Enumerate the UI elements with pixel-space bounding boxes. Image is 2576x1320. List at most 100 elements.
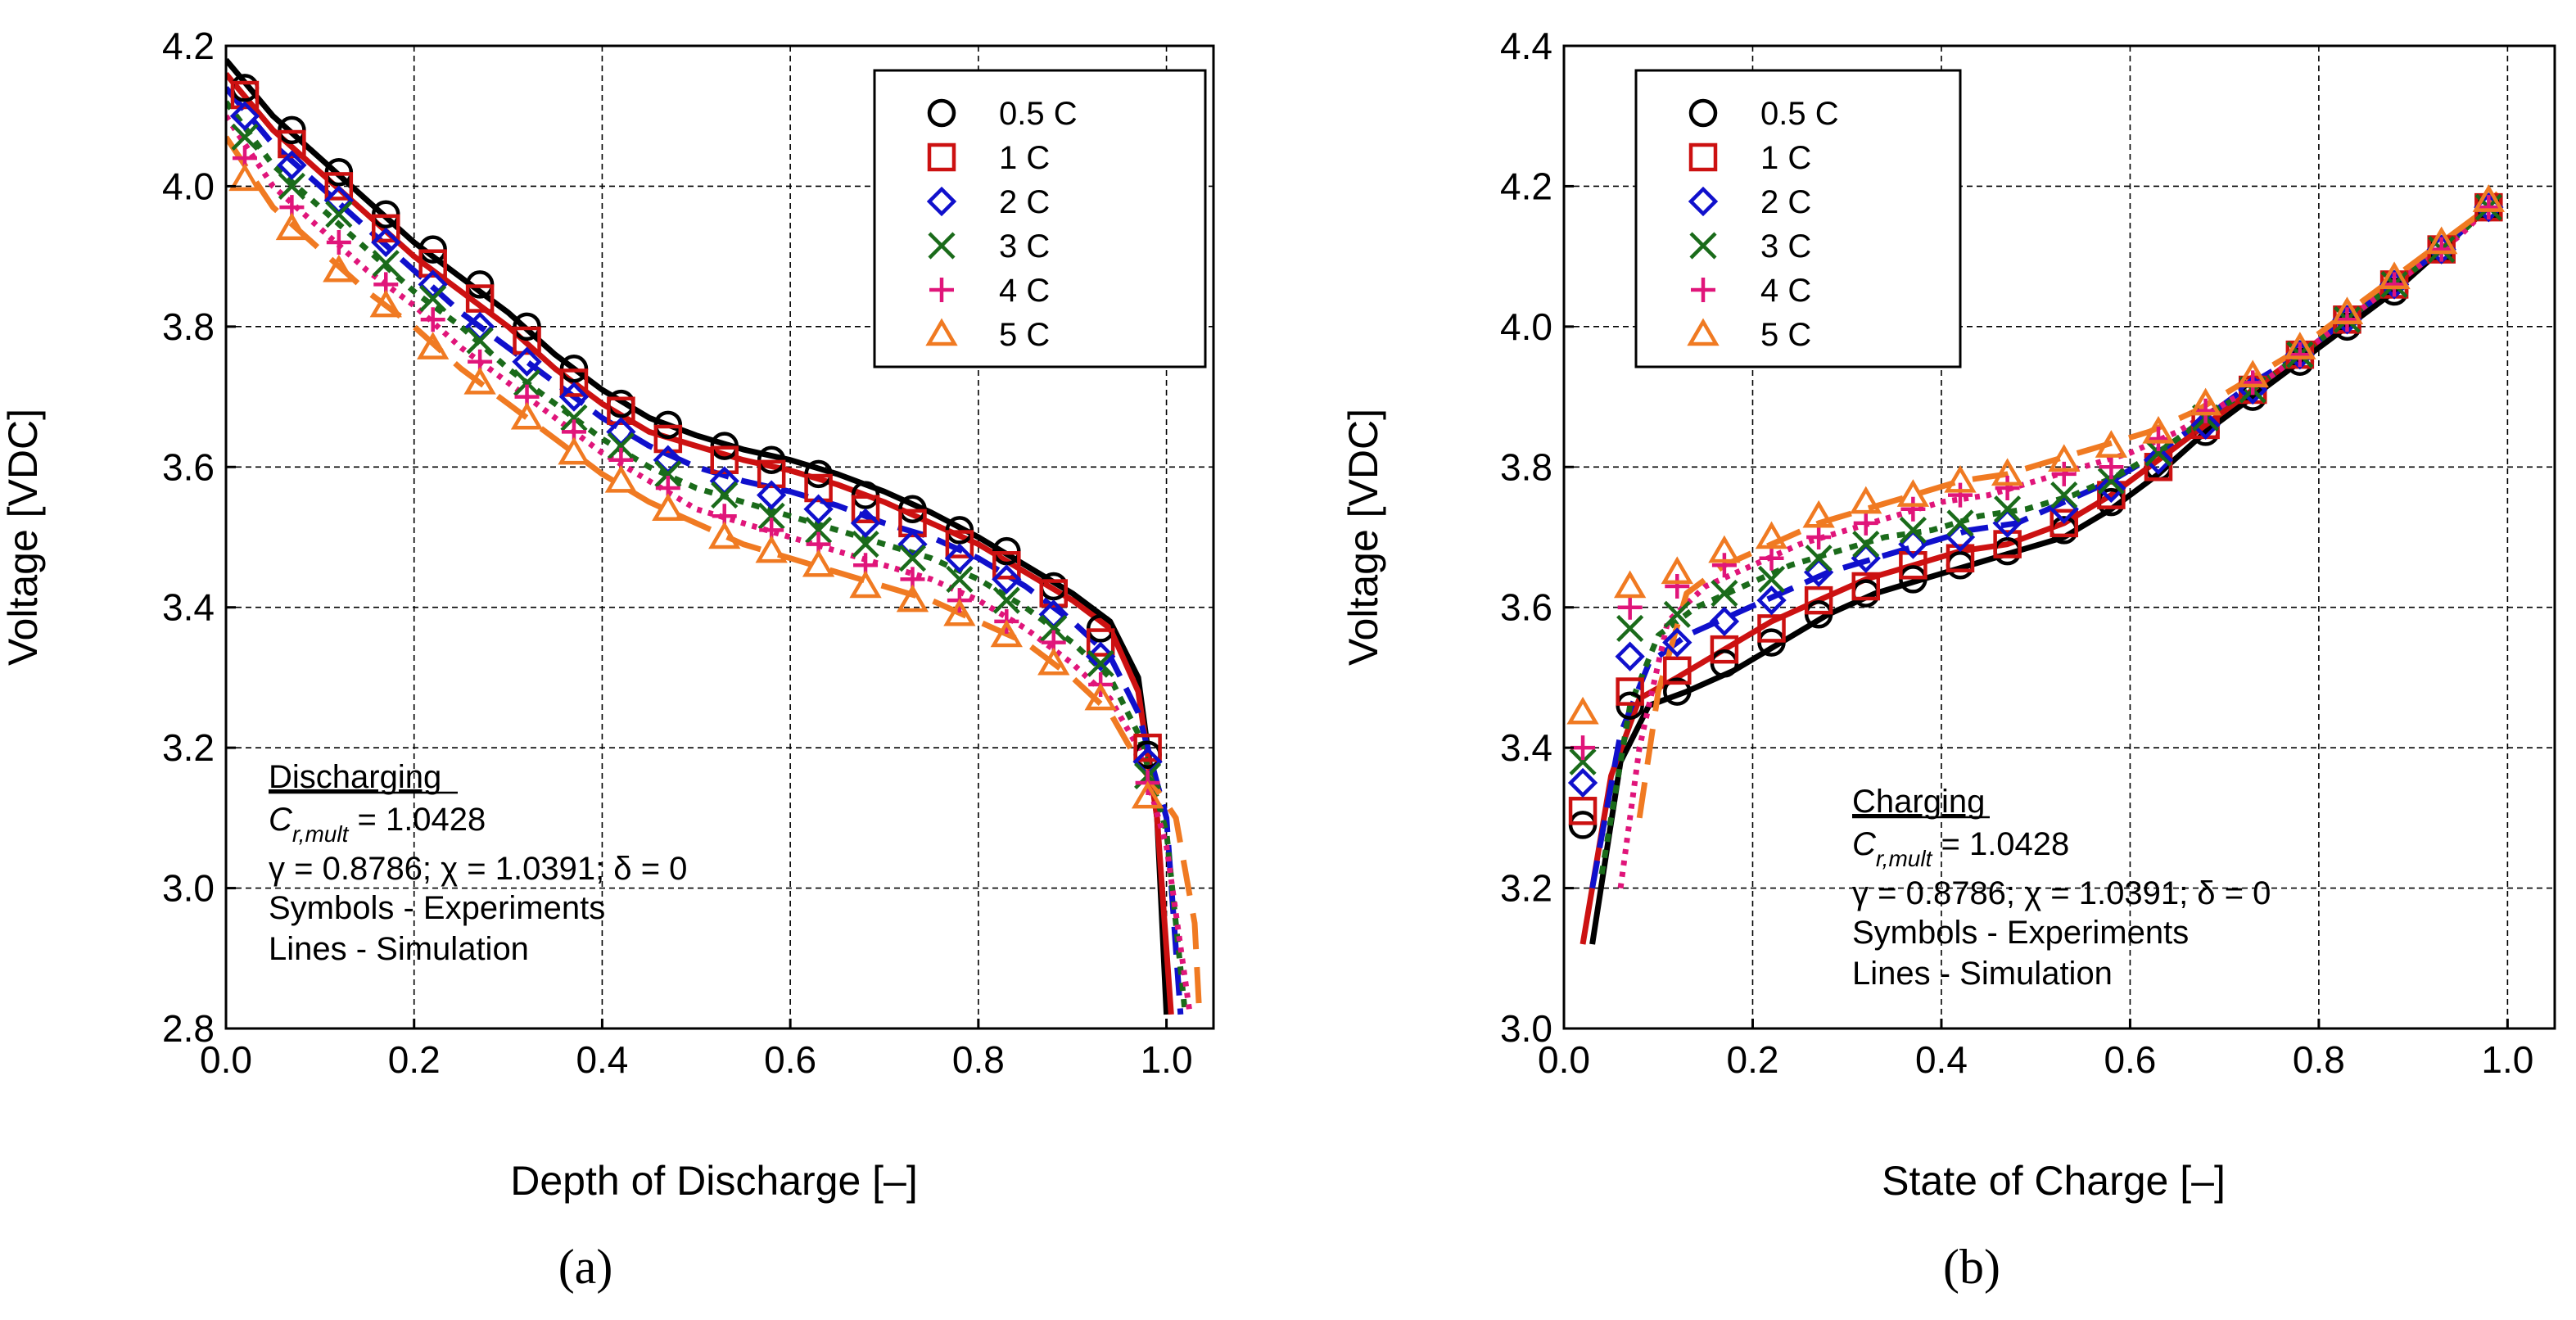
x-tick-label: 0.0: [200, 1038, 252, 1081]
y-axis-label: Voltage [VDC]: [0, 409, 46, 666]
data-point-2: [2096, 472, 2126, 504]
data-point-1: [372, 214, 400, 243]
data-point-3: [325, 201, 353, 228]
data-point-4: [2193, 398, 2218, 423]
series-line-3: [1598, 205, 2491, 875]
annotation-symbols: Symbols - Experiments: [1852, 915, 2189, 951]
simulation-lines: [1579, 191, 2501, 945]
data-point-2: [1709, 606, 1740, 637]
y-tick-label: 3.0: [1500, 1007, 1552, 1050]
legend-marker: [1688, 186, 1719, 217]
legend-label: 0.5 C: [1760, 96, 1839, 132]
data-point-5: [1991, 458, 2024, 486]
data-point-5: [558, 436, 590, 465]
data-point-4: [1711, 553, 1737, 578]
y-tick-label: 4.0: [1500, 305, 1552, 348]
annotation: Charging Cr,mult = 1.0428 γ = 0.8786; χ = …: [1852, 784, 2271, 992]
data-point-4: [1948, 482, 1973, 508]
y-tick-label: 3.4: [1500, 726, 1552, 769]
data-point-5: [2378, 261, 2411, 290]
data-point-5: [1566, 696, 1599, 725]
y-tick-label: 3.8: [162, 305, 215, 348]
plot-frame: [224, 44, 1215, 1030]
data-point-3: [946, 565, 974, 594]
legend: 0.5 C 1 C 2 C 3 C 4 C 5 C: [873, 69, 1207, 368]
y-tick-label: 4.2: [162, 25, 215, 67]
data-point-3: [1946, 509, 1974, 537]
data-point-5: [1037, 647, 1070, 676]
series-line-2: [226, 86, 1184, 1015]
series-line-3: [226, 100, 1188, 1015]
data-point-1: [1133, 733, 1162, 762]
grid: [1564, 46, 2555, 1028]
series-line-0: [1589, 205, 2491, 945]
data-point-1: [1757, 614, 1786, 643]
data-point-1: [851, 495, 880, 523]
data-point-2: [1756, 585, 1787, 616]
data-point-2: [850, 508, 881, 539]
y-axis-label: Voltage [VDC]: [1340, 409, 1386, 666]
annotation-params: γ = 0.8786; χ = 1.0391; δ = 0: [1852, 875, 2271, 911]
data-point-1: [1086, 628, 1115, 657]
data-point-4: [1570, 735, 1596, 761]
legend-label: 4 C: [1760, 273, 1811, 309]
data-point-1: [757, 459, 786, 489]
data-point-5: [1802, 500, 1835, 528]
data-point-3: [1663, 600, 1691, 628]
data-point-2: [2143, 445, 2174, 475]
data-point-5: [2236, 359, 2269, 388]
axis-ticks: 0.0 0.2 0.4 0.6 0.8 1.0 3.0 3.2 3.4 3.6 3.8 4.0 4.2 4…: [1500, 25, 2533, 1081]
chart-panel-b: 0.0 0.2 0.4 0.6 0.8 1.0 3.0 3.2 3.4 3.6 3.8 4.0 4.2 4…: [1340, 25, 2556, 1294]
data-point-5: [2142, 415, 2175, 444]
data-point-3: [757, 502, 785, 530]
x-tick-label: 0.4: [1915, 1038, 1968, 1081]
data-point-3: [419, 284, 447, 313]
legend-label: 2 C: [999, 184, 1050, 220]
y-tick-label: 3.4: [162, 586, 215, 629]
data-point-1: [465, 284, 495, 313]
data-point-3: [852, 530, 879, 558]
data-point-3: [654, 460, 682, 488]
x-tick-label: 0.4: [576, 1038, 628, 1081]
data-point-1: [1804, 585, 1833, 615]
data-point-5: [802, 549, 835, 577]
legend-label: 0.5 C: [999, 96, 1078, 132]
plot-frame: [1562, 44, 2556, 1030]
data-point-4: [2476, 195, 2501, 220]
data-point-2: [2190, 409, 2221, 441]
series-line-5: [226, 135, 1203, 1015]
y-tick-label: 3.0: [162, 867, 215, 910]
data-point-1: [1710, 635, 1739, 664]
data-point-3: [1852, 530, 1880, 558]
y-tick-label: 3.6: [162, 445, 215, 488]
data-point-4: [1759, 545, 1784, 571]
data-point-3: [1805, 545, 1833, 572]
data-point-5: [2284, 332, 2316, 359]
y-tick-label: 3.2: [162, 726, 215, 769]
legend-label: 4 C: [999, 273, 1050, 309]
y-tick-label: 2.8: [162, 1007, 215, 1050]
x-tick-label: 0.6: [764, 1038, 816, 1081]
legend-label: 3 C: [999, 228, 1050, 264]
data-point-4: [420, 307, 445, 332]
data-point-1: [898, 509, 927, 538]
data-point-1: [2050, 509, 2079, 538]
data-point-1: [607, 396, 635, 425]
data-point-3: [560, 404, 588, 432]
data-point-3: [466, 327, 494, 355]
experiment-markers: [1566, 184, 2506, 839]
data-point-2: [803, 494, 834, 524]
x-tick-label: 1.0: [1141, 1038, 1193, 1081]
legend-label: 1 C: [1760, 140, 1811, 176]
legend-label: 3 C: [1760, 228, 1811, 264]
data-point-1: [1039, 579, 1068, 608]
data-point-5: [1755, 521, 1788, 549]
data-point-1: [1616, 677, 1644, 706]
annotation-heading: Charging: [1852, 784, 1985, 820]
data-point-5: [2330, 296, 2364, 324]
annotation-lines: Lines - Simulation: [269, 931, 529, 967]
data-point-1: [992, 551, 1021, 580]
data-point-4: [2334, 307, 2360, 332]
data-point-1: [1946, 544, 1975, 572]
